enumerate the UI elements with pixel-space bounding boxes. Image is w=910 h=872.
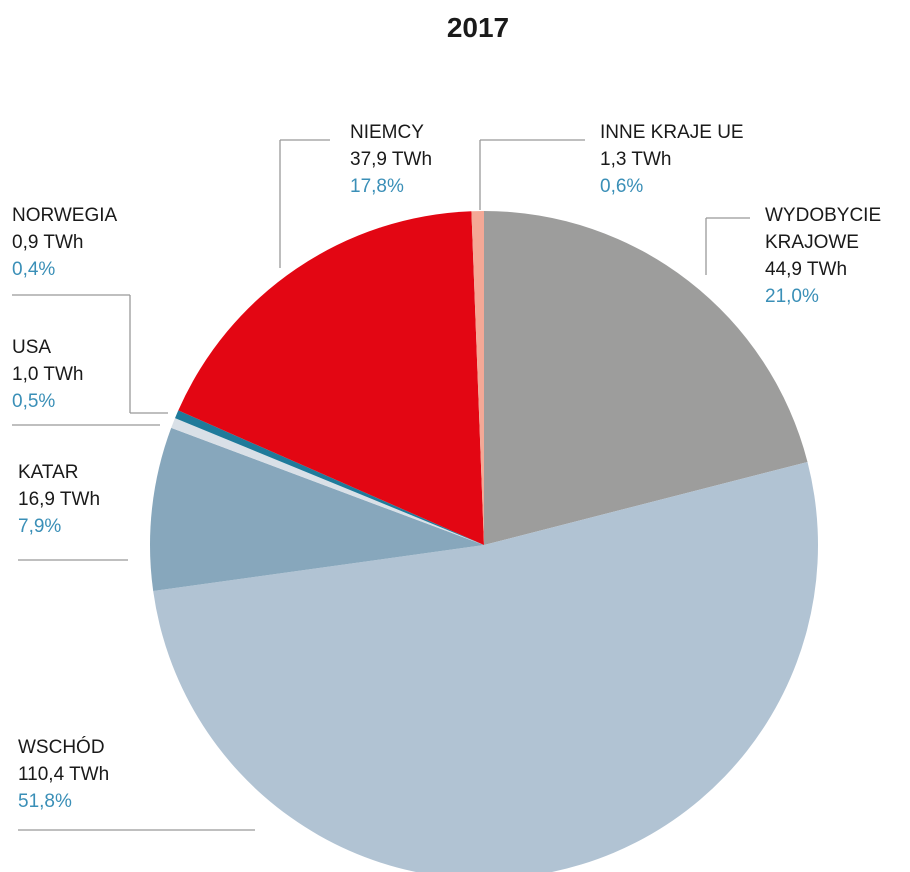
percent-label: 7,9%: [18, 516, 62, 537]
pie-slice: [175, 410, 484, 545]
pie-slice: [484, 211, 808, 545]
category-name: INNE KRAJE UE: [600, 122, 744, 143]
pie-slice: [153, 461, 818, 872]
twh-label: 16,9 TWh: [18, 489, 101, 510]
percent-label: 51,8%: [18, 791, 72, 812]
slice-label: NIEMCY 37,9 TWh 17,8%: [350, 119, 550, 200]
slice-label: WYDOBYCIE KRAJOWE 44,9 TWh 21,0%: [765, 202, 905, 310]
category-name: KATAR: [18, 462, 79, 483]
category-name: NIEMCY: [350, 122, 424, 143]
category-name: WSCHÓD: [18, 737, 105, 758]
slice-label: USA 1,0 TWh 0,5%: [12, 334, 212, 415]
pie-slice: [171, 418, 485, 545]
category-name: USA: [12, 337, 52, 358]
pie-slice: [149, 427, 484, 592]
twh-label: 110,4 TWh: [18, 764, 110, 785]
percent-label: 0,5%: [12, 391, 56, 412]
category-name: NORWEGIA: [12, 205, 118, 226]
pie-slice: [471, 211, 484, 545]
twh-label: 1,3 TWh: [600, 149, 672, 170]
chart-title: 2017: [446, 12, 510, 43]
twh-label: 0,9 TWh: [12, 232, 84, 253]
twh-label: 37,9 TWh: [350, 149, 433, 170]
category-name: WYDOBYCIE KRAJOWE: [765, 205, 882, 253]
percent-label: 17,8%: [350, 176, 404, 197]
slice-label: INNE KRAJE UE 1,3 TWh 0,6%: [600, 119, 800, 200]
percent-label: 21,0%: [765, 286, 819, 307]
percent-label: 0,6%: [600, 176, 644, 197]
twh-label: 44,9 TWh: [765, 259, 848, 280]
slice-label: KATAR 16,9 TWh 7,9%: [18, 459, 218, 540]
slice-label: WSCHÓD 110,4 TWh 51,8%: [18, 734, 218, 815]
twh-label: 1,0 TWh: [12, 364, 84, 385]
percent-label: 0,4%: [12, 259, 56, 280]
slice-label: NORWEGIA 0,9 TWh 0,4%: [12, 202, 212, 283]
pie-slice: [178, 211, 484, 546]
